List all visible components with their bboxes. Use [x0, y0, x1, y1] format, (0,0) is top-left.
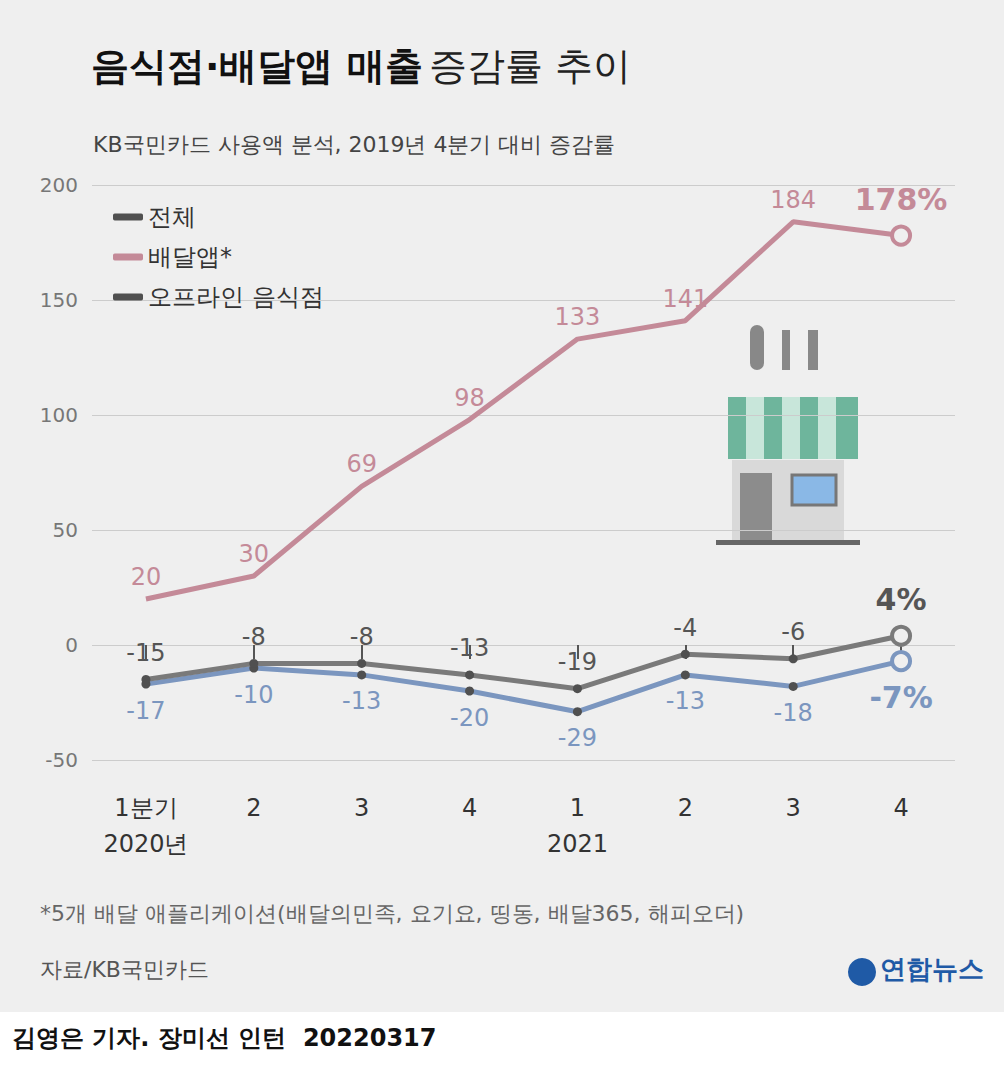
svg-text:전체: 전체 [148, 203, 196, 231]
svg-text:69: 69 [346, 450, 377, 478]
svg-text:3: 3 [354, 794, 369, 822]
svg-text:-19: -19 [558, 648, 597, 676]
svg-text:20: 20 [131, 563, 162, 591]
svg-text:0: 0 [65, 633, 78, 657]
svg-text:-20: -20 [450, 704, 489, 732]
svg-text:-15: -15 [126, 639, 165, 667]
svg-text:김영은 기자. 장미선 인턴 20220317: 김영은 기자. 장미선 인턴 20220317 [12, 1024, 437, 1052]
svg-text:-13: -13 [666, 687, 705, 715]
svg-text:2: 2 [678, 794, 693, 822]
svg-text:-8: -8 [350, 623, 374, 651]
svg-text:1분기: 1분기 [114, 794, 177, 822]
svg-text:-17: -17 [126, 697, 165, 725]
svg-text:KB국민카드 사용액 분석, 2019년 4분기 대비 증감: KB국민카드 사용액 분석, 2019년 4분기 대비 증감률 [93, 132, 615, 157]
svg-text:-4: -4 [673, 614, 697, 642]
svg-text:음식점·배달앱 매출: 음식점·배달앱 매출 [91, 44, 423, 88]
svg-text:-8: -8 [242, 623, 266, 651]
svg-text:-50: -50 [45, 748, 78, 772]
svg-text:자료/KB국민카드: 자료/KB국민카드 [40, 957, 209, 982]
svg-text:4: 4 [893, 794, 908, 822]
svg-text:오프라인 음식점: 오프라인 음식점 [148, 283, 324, 311]
svg-text:-13: -13 [342, 687, 381, 715]
svg-text:증감률 추이: 증감률 추이 [429, 44, 631, 88]
svg-text:200: 200 [40, 173, 78, 197]
svg-text:-13: -13 [450, 634, 489, 662]
svg-text:배달앱*: 배달앱* [148, 243, 232, 271]
svg-text:4%: 4% [876, 582, 927, 617]
svg-text:-29: -29 [558, 724, 597, 752]
svg-text:50: 50 [53, 518, 78, 542]
svg-text:*5개 배달 애플리케이션(배달의민족, 요기요, 띵동,: *5개 배달 애플리케이션(배달의민족, 요기요, 띵동, 배달365, 해피오… [40, 901, 744, 926]
svg-text:150: 150 [40, 288, 78, 312]
svg-text:178%: 178% [855, 182, 948, 217]
svg-text:1: 1 [570, 794, 585, 822]
svg-text:-10: -10 [234, 681, 273, 709]
svg-text:2021: 2021 [547, 830, 608, 858]
svg-text:연합뉴스: 연합뉴스 [880, 954, 984, 984]
svg-text:133: 133 [555, 303, 601, 331]
svg-text:2020년: 2020년 [103, 830, 188, 858]
svg-text:98: 98 [454, 384, 485, 412]
svg-text:-6: -6 [781, 618, 805, 646]
svg-text:-18: -18 [774, 699, 813, 727]
svg-text:184: 184 [770, 186, 816, 214]
svg-text:100: 100 [40, 403, 78, 427]
svg-text:2: 2 [246, 794, 261, 822]
svg-text:141: 141 [662, 285, 708, 313]
svg-text:3: 3 [786, 794, 801, 822]
svg-text:4: 4 [462, 794, 477, 822]
svg-text:-7%: -7% [869, 680, 932, 715]
svg-text:30: 30 [239, 540, 270, 568]
